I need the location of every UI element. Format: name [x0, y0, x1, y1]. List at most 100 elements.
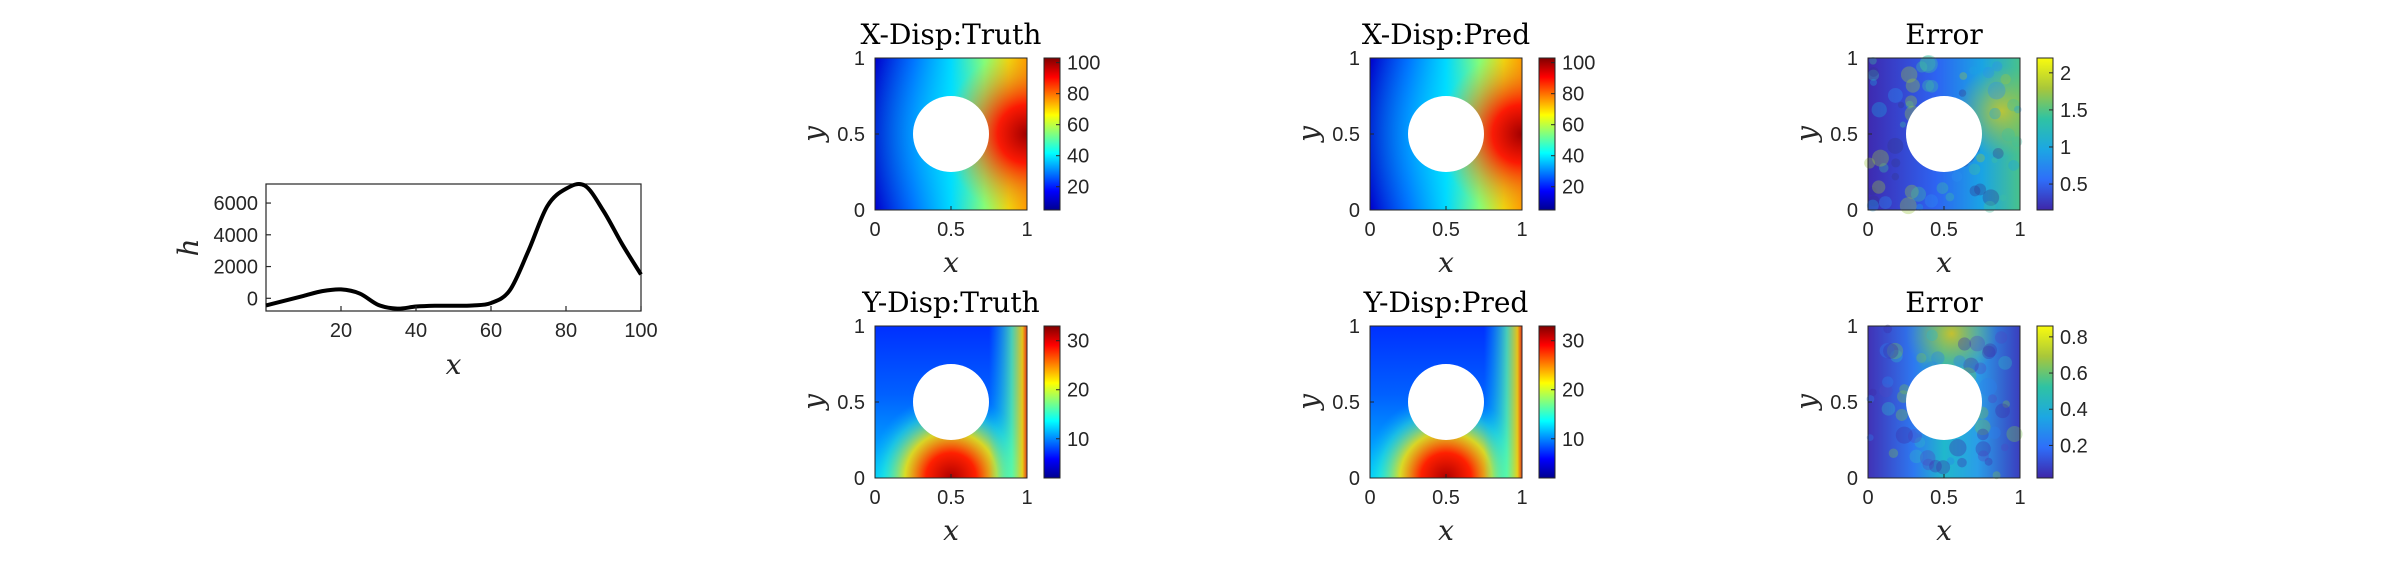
y-tick-label: 0: [854, 468, 865, 490]
y-tick-label: 0.5: [1830, 124, 1858, 146]
error-speckle: [1914, 437, 1926, 448]
panel-title: Y-Disp:Truth: [861, 286, 1039, 319]
colorbar-tick-label: 20: [1562, 177, 1584, 199]
error-speckle: [1916, 203, 1924, 211]
error-speckle: [1866, 395, 1875, 403]
plate-hole: [913, 364, 989, 440]
y-axis-label: y: [797, 125, 830, 144]
colorbar-tick-label: 10: [1067, 429, 1089, 451]
error-speckle: [1931, 351, 1945, 365]
error-speckle: [1983, 200, 1996, 213]
error-speckle: [1868, 195, 1880, 207]
error-speckle: [1969, 66, 1978, 75]
line-chart-axes-box: [265, 183, 642, 312]
error-speckle: [1998, 356, 2012, 370]
error-speckle: [1890, 349, 1903, 363]
y-axis-label: h: [172, 238, 205, 256]
colorbar-tick-label: 1: [2060, 137, 2071, 159]
error-speckle: [2007, 98, 2020, 112]
error-speckle: [1904, 184, 1919, 199]
y-axis-label: y: [797, 393, 830, 412]
error-speckle: [1992, 471, 2001, 480]
error-speckle: [1989, 107, 2001, 120]
error-speckle: [1987, 81, 2006, 100]
error-speckle: [1869, 56, 1877, 65]
y-tick-label: 0: [1349, 200, 1360, 222]
error-speckle: [1924, 194, 1939, 208]
error-speckle: [1899, 384, 1910, 395]
x-tick-label: 0: [1862, 487, 1873, 509]
x-axis-label: x: [1438, 246, 1454, 279]
error-speckle: [2001, 443, 2009, 452]
error-speckle: [1905, 100, 1914, 109]
error-speckle: [1871, 149, 1889, 167]
error-speckle: [1936, 182, 1949, 194]
y-axis-label: y: [1292, 393, 1325, 412]
heatmap-panel: 00 0.5 0.5 1 1 Error x y 0.5 1 1.5 2: [1790, 18, 2088, 279]
y-tick-label: 2000: [214, 257, 259, 279]
error-speckle: [1979, 378, 1998, 397]
x-tick-label: 0: [869, 219, 880, 241]
colorbar-tick-label: 100: [1562, 53, 1595, 75]
x-tick-label: 0: [1364, 219, 1375, 241]
error-speckle: [1953, 355, 1966, 368]
y-axis-label: y: [1292, 125, 1325, 144]
error-speckle: [1922, 79, 1935, 92]
error-speckle: [1988, 426, 2001, 439]
error-speckle: [1994, 331, 2008, 344]
y-axis-label: y: [1790, 125, 1823, 144]
error-speckle: [1977, 450, 1989, 462]
error-speckle: [1895, 408, 1908, 421]
error-speckle: [1951, 171, 1963, 182]
colorbar-tick-label: 1.5: [2060, 100, 2088, 122]
plate-hole: [1906, 96, 1982, 172]
colorbar-tick-label: 60: [1562, 115, 1584, 137]
colorbar: [1538, 325, 1556, 479]
colorbar-tick-label: 20: [1067, 380, 1089, 402]
colorbar-tick-label: 0.2: [2060, 435, 2088, 457]
error-speckle: [1908, 429, 1922, 444]
error-speckle: [1881, 402, 1896, 416]
error-speckle: [1929, 459, 1942, 473]
colorbar-tick-label: 20: [1562, 380, 1584, 402]
error-speckle: [1974, 362, 1987, 375]
panel-title: X-Disp:Truth: [861, 18, 1042, 51]
colorbar-tick-label: 80: [1067, 84, 1089, 106]
x-axis-label: x: [1936, 514, 1952, 547]
error-speckle: [1982, 189, 2000, 206]
error-speckle: [1957, 457, 1967, 468]
error-speckle: [1949, 439, 1967, 457]
error-speckle: [1879, 383, 1893, 398]
error-speckle: [2000, 73, 2011, 85]
x-axis-label: x: [446, 348, 462, 381]
error-speckle: [1936, 460, 1951, 475]
colorbar-tick-label: 30: [1562, 331, 1584, 353]
line-series-h: [265, 182, 643, 311]
colorbar-tick-label: 60: [1067, 115, 1089, 137]
error-speckle: [1869, 78, 1877, 86]
x-tick-label: 0.5: [1930, 219, 1958, 241]
error-speckle: [1899, 121, 1906, 128]
colorbar: [2036, 325, 2054, 479]
x-tick-label: 1: [1021, 219, 1032, 241]
error-speckle: [1868, 187, 1877, 196]
colorbar-tick-label: 40: [1067, 146, 1089, 168]
error-speckle: [1878, 163, 1889, 173]
x-tick-label: 1: [1516, 487, 1527, 509]
x-tick-label: 0: [1364, 487, 1375, 509]
error-speckle: [1982, 66, 1995, 79]
error-speckle: [1919, 55, 1936, 72]
colorbar-tick-label: 10: [1562, 429, 1584, 451]
x-tick-label: 20: [330, 320, 352, 342]
y-tick-label: 0: [1847, 200, 1858, 222]
colorbar-tick-label: 0.4: [2060, 399, 2088, 421]
x-tick-label: 60: [480, 320, 502, 342]
colorbar-tick-label: 2: [2060, 63, 2071, 85]
colorbar-tick-label: 30: [1067, 331, 1089, 353]
error-speckle: [1916, 352, 1927, 364]
error-speckle: [1926, 329, 1938, 341]
y-tick-label: 1: [1349, 48, 1360, 70]
